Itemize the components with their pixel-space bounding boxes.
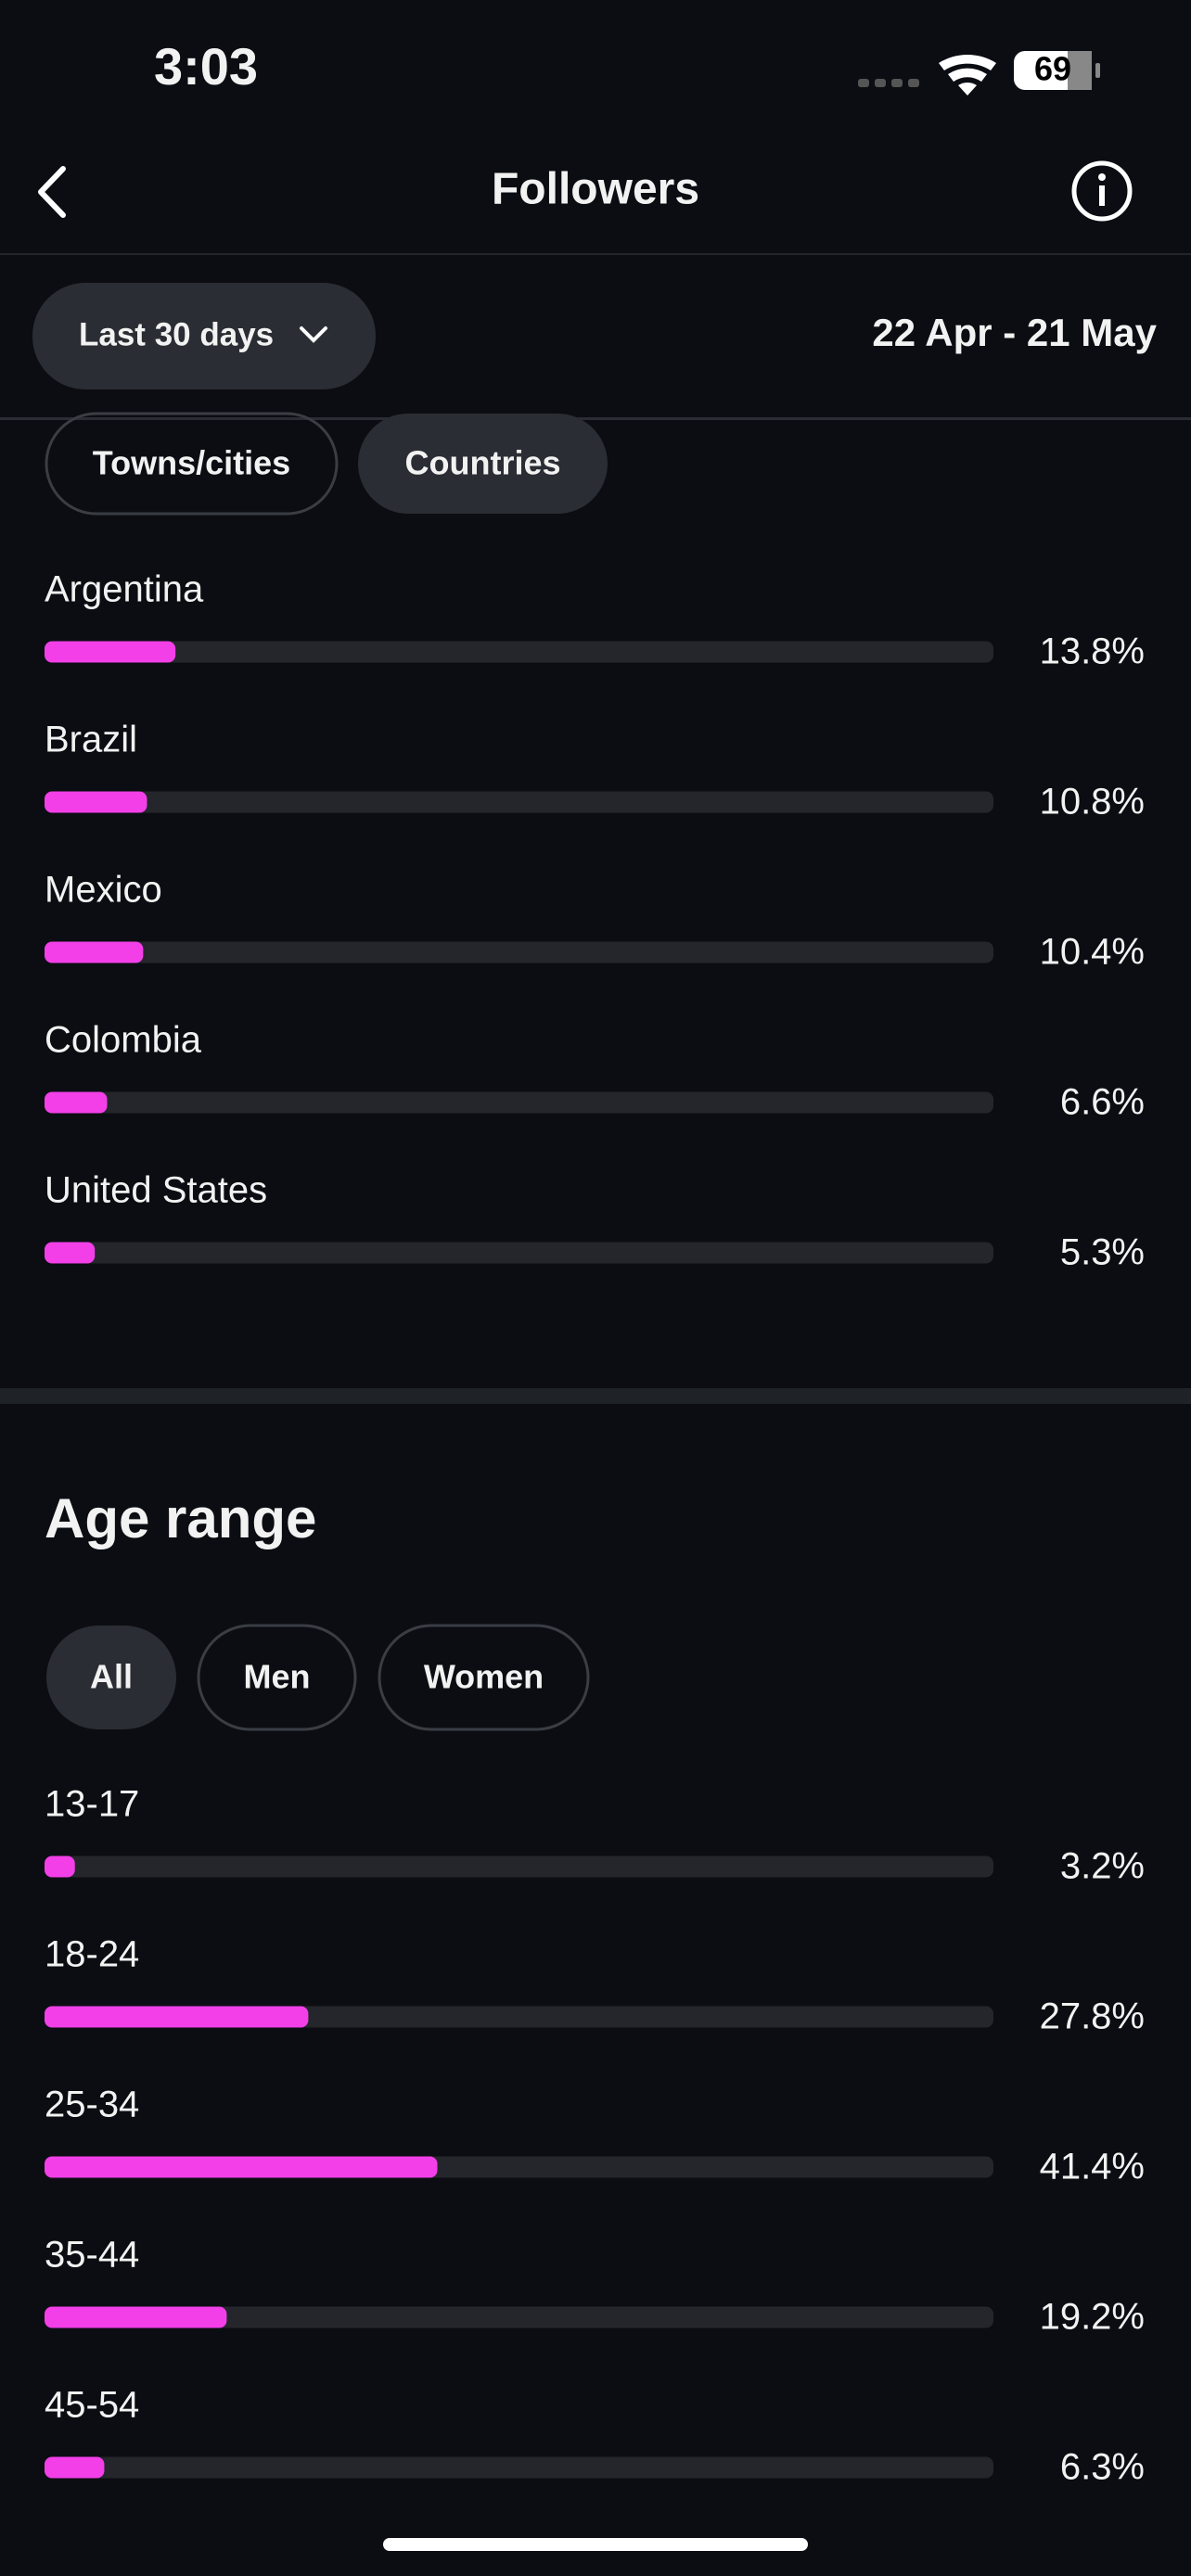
bar xyxy=(45,2306,227,2328)
row-name: Colombia xyxy=(45,1020,202,1061)
bar-track xyxy=(45,641,993,663)
section-divider xyxy=(0,1388,1191,1404)
bar xyxy=(45,1242,96,1264)
row-name: Brazil xyxy=(45,720,137,760)
row-value: 10.4% xyxy=(1040,932,1145,973)
period-label: Last 30 days xyxy=(79,316,274,352)
divider xyxy=(0,253,1191,255)
bar-track xyxy=(45,941,993,963)
row-name: 45-54 xyxy=(45,2385,139,2426)
bar xyxy=(45,1091,108,1114)
tab[interactable] xyxy=(46,1626,176,1729)
row-value: 6.3% xyxy=(1060,2447,1145,2488)
row-value: 27.8% xyxy=(1040,1996,1145,2037)
battery-empty xyxy=(1068,51,1092,90)
row-name: 18-24 xyxy=(45,1934,139,1975)
tab-label: All xyxy=(90,1658,133,1696)
battery-tip xyxy=(1095,63,1100,78)
row-value: 13.8% xyxy=(1040,631,1145,672)
bar-track xyxy=(45,1091,993,1114)
bar xyxy=(45,791,147,813)
row-name: Argentina xyxy=(45,569,204,610)
home-indicator xyxy=(383,2538,808,2551)
period-dropdown[interactable] xyxy=(32,283,376,389)
bar xyxy=(45,1855,75,1878)
wifi xyxy=(939,55,996,96)
row-value: 6.6% xyxy=(1060,1082,1145,1123)
battery-level: 69 xyxy=(1034,50,1071,88)
divider xyxy=(0,417,1191,420)
row-name: United States xyxy=(45,1170,267,1211)
tab[interactable] xyxy=(378,1624,590,1731)
bar xyxy=(45,2456,105,2479)
row-value: 5.3% xyxy=(1060,1232,1145,1273)
row-value: 41.4% xyxy=(1040,2147,1145,2187)
row-value: 3.2% xyxy=(1060,1846,1145,1887)
info-button[interactable] xyxy=(1071,160,1133,222)
bar xyxy=(45,641,176,663)
bar xyxy=(45,941,144,963)
tab-label: Women xyxy=(424,1658,544,1696)
back-button[interactable] xyxy=(38,166,66,218)
row-value: 10.8% xyxy=(1040,782,1145,823)
bar-track xyxy=(45,2456,993,2479)
bar-track xyxy=(45,1855,993,1878)
tab-label: Towns/cities xyxy=(93,444,290,482)
tab[interactable] xyxy=(358,414,608,514)
bar-track xyxy=(45,791,993,813)
section-title: Age range xyxy=(45,1487,316,1549)
signal xyxy=(858,79,919,87)
bar xyxy=(45,2156,438,2178)
bar-track xyxy=(45,2306,993,2328)
row-name: 25-34 xyxy=(45,2085,139,2125)
date-range: 22 Apr - 21 May xyxy=(872,311,1157,354)
tab-label: Men xyxy=(244,1658,311,1696)
dropdown-chevron xyxy=(300,326,327,343)
row-name: 13-17 xyxy=(45,1784,139,1825)
tab[interactable] xyxy=(197,1624,357,1731)
bar-track xyxy=(45,1242,993,1264)
bar xyxy=(45,2006,309,2028)
status-time: 3:03 xyxy=(154,37,258,96)
row-value: 19.2% xyxy=(1040,2297,1145,2338)
row-name: Mexico xyxy=(45,870,162,911)
tab-label: Countries xyxy=(404,444,560,482)
tab[interactable] xyxy=(45,412,339,516)
row-name: 35-44 xyxy=(45,2235,139,2276)
header-title: Followers xyxy=(492,165,699,214)
